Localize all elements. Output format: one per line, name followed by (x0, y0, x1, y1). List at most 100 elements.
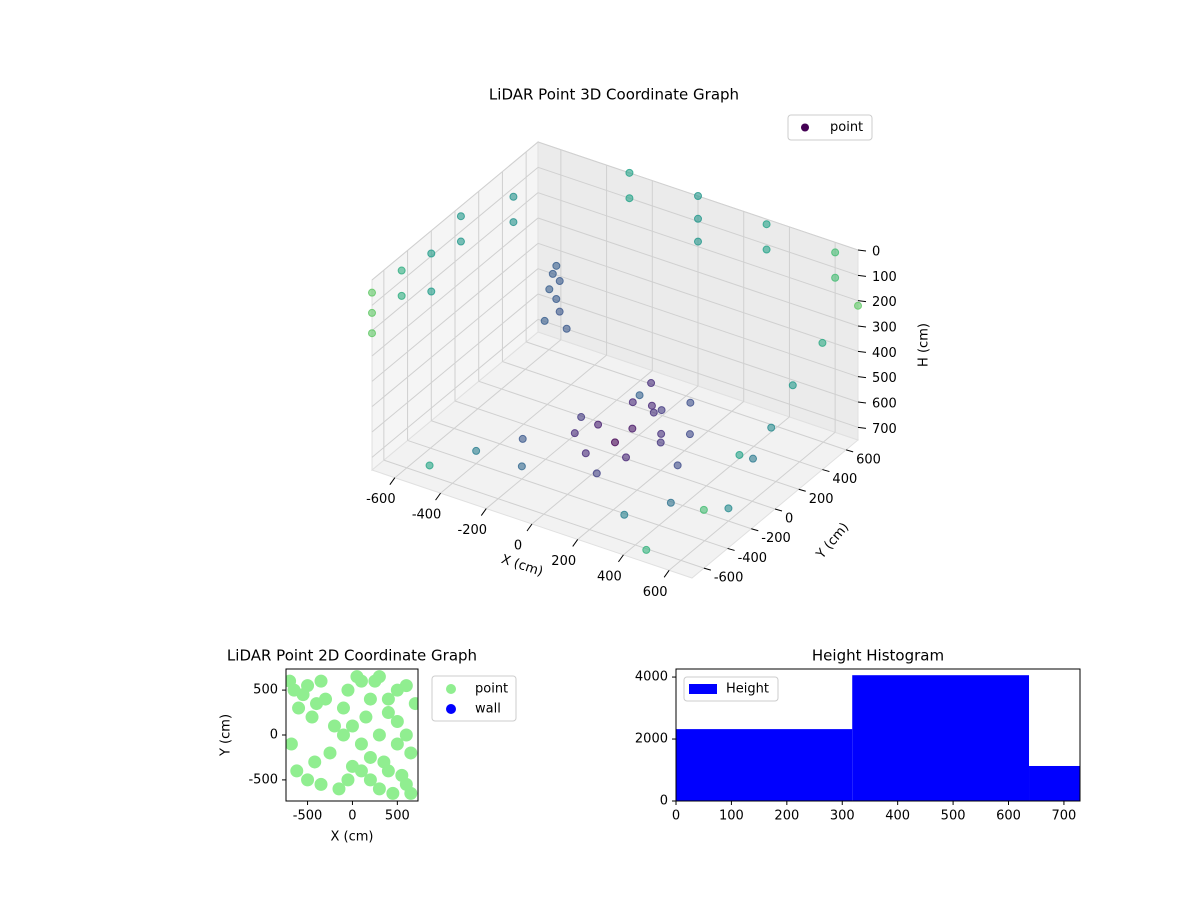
point (327, 719, 341, 733)
y-tick-label: 0 (660, 794, 668, 809)
grid-line (371, 293, 539, 433)
point (372, 728, 386, 742)
point (509, 218, 518, 227)
point (427, 249, 436, 258)
x-tick-label: 300 (830, 809, 855, 824)
x-tick-label: -200 (458, 523, 488, 538)
tick-mark (822, 469, 830, 473)
legend-marker (801, 123, 809, 132)
z-tick-label: 500 (872, 371, 897, 386)
point (625, 194, 634, 203)
chart-title: LiDAR Point 3D Coordinate Graph (489, 86, 739, 104)
point (305, 710, 319, 724)
point (724, 504, 733, 513)
point (518, 434, 527, 443)
tick-mark (857, 350, 867, 353)
z-axis-label: H (cm) (917, 323, 932, 367)
point (622, 453, 630, 462)
plot-area (286, 670, 418, 800)
point (354, 674, 368, 688)
point (548, 269, 557, 278)
point (762, 220, 771, 229)
point (666, 498, 675, 507)
grid-line (371, 192, 539, 332)
point (509, 192, 518, 201)
x-tick-label: 200 (774, 809, 799, 824)
legend-box (787, 114, 873, 141)
point (363, 773, 377, 787)
point (390, 683, 404, 697)
bar (1029, 765, 1080, 801)
point (854, 301, 862, 310)
point (628, 398, 637, 407)
point (323, 746, 337, 760)
tick-mark (798, 488, 806, 492)
point (767, 423, 776, 432)
tick-mark (857, 300, 867, 303)
point (694, 237, 702, 246)
z-tick-label: 100 (872, 270, 897, 285)
point (456, 237, 465, 246)
point (592, 469, 601, 478)
point (363, 692, 377, 706)
x-tick-label: 0 (514, 539, 522, 554)
point (699, 505, 708, 514)
grid-line (371, 318, 539, 458)
point (404, 786, 418, 800)
point (673, 461, 682, 470)
point (386, 786, 400, 800)
x-tick-label: -400 (412, 508, 442, 523)
y-tick-label: -500 (248, 772, 278, 787)
point (390, 715, 404, 729)
tick-mark (857, 274, 867, 277)
z-tick-label: 0 (872, 245, 880, 260)
point (314, 777, 328, 791)
point (301, 773, 315, 787)
point (336, 701, 350, 715)
y-tick-label: 4000 (635, 670, 668, 685)
bar (676, 729, 853, 801)
point (341, 773, 355, 787)
chart-title: Height Histogram (812, 647, 944, 665)
tick-mark (727, 547, 735, 551)
grid-line (371, 242, 539, 382)
point (363, 750, 377, 764)
point (685, 430, 694, 439)
legend-label: wall (475, 702, 501, 717)
axes-frame (675, 668, 1081, 802)
tick-mark (857, 376, 867, 379)
point (642, 545, 651, 554)
point (749, 454, 757, 463)
point (628, 424, 637, 433)
legend-label: point (830, 120, 863, 135)
grid-line (383, 459, 705, 569)
point (354, 737, 368, 751)
tick-mark (774, 508, 783, 512)
point (456, 212, 465, 221)
point (647, 379, 656, 388)
tick-mark (663, 569, 670, 578)
x-tick-label: 400 (885, 809, 910, 824)
grid-line (371, 141, 539, 281)
point (831, 273, 840, 282)
point (319, 692, 333, 706)
y-tick-label: -400 (738, 551, 768, 566)
point (594, 420, 603, 429)
x-axis-label: X (cm) (331, 830, 374, 845)
x-tick-label: -600 (366, 492, 396, 507)
grid-line (431, 420, 752, 530)
point (408, 697, 418, 711)
point (404, 746, 418, 760)
point (368, 329, 376, 338)
point (540, 316, 549, 325)
x-tick-label: 0 (672, 809, 680, 824)
point (577, 413, 586, 422)
point (831, 248, 840, 257)
z-tick-label: 600 (872, 397, 897, 412)
legend-swatch (689, 684, 717, 694)
point (368, 308, 376, 317)
point (399, 728, 413, 742)
point (397, 266, 406, 275)
legend-marker (446, 684, 456, 694)
tick-mark (526, 523, 533, 532)
